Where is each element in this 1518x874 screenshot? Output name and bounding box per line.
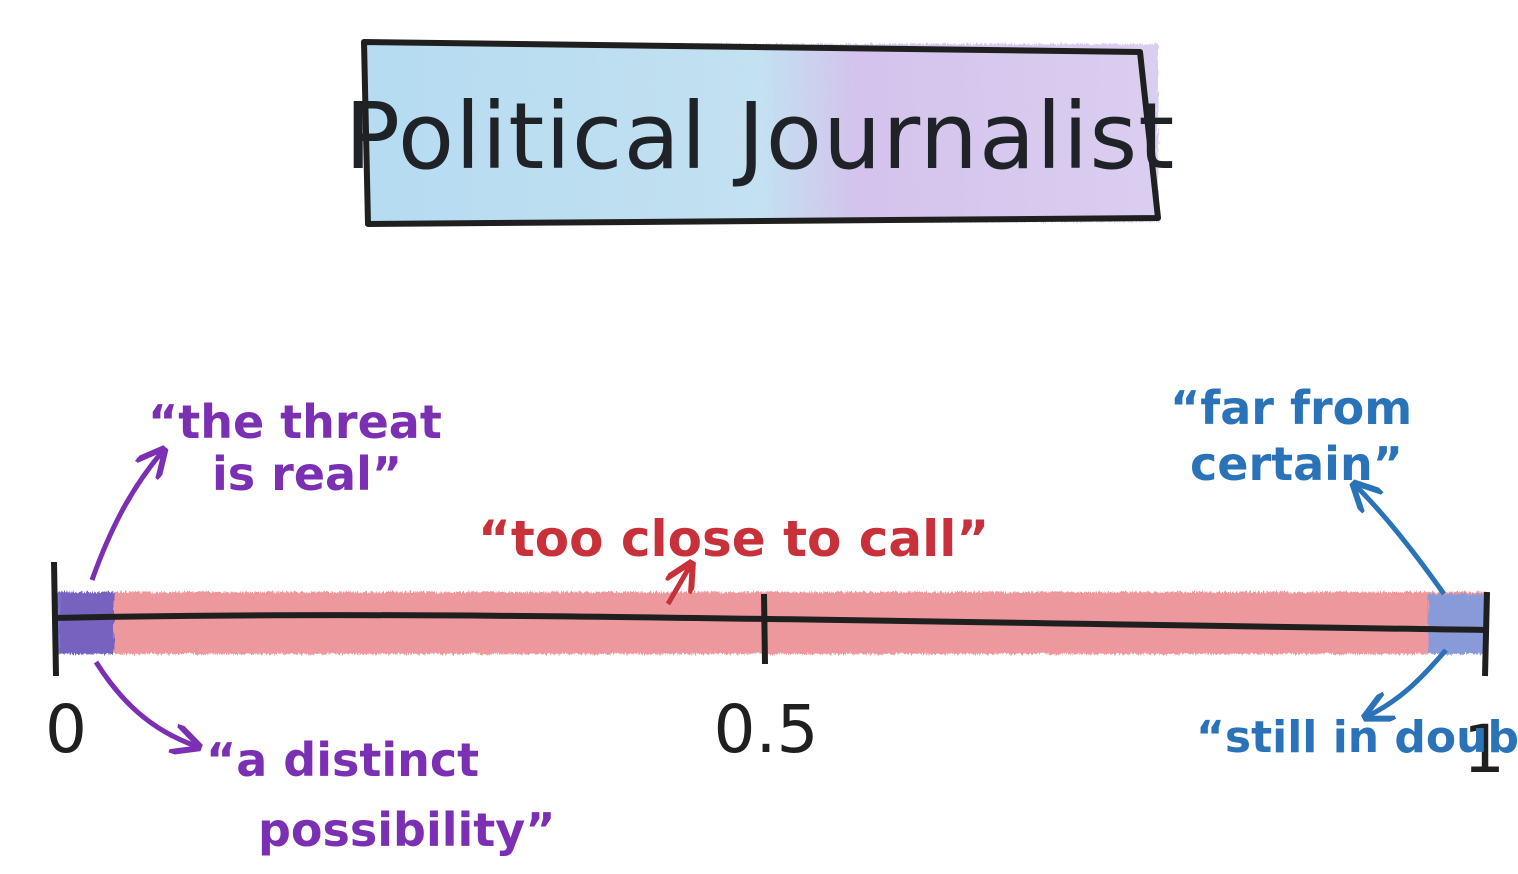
threat-label-line2: is real” [212, 447, 402, 501]
threat-label-line1: “the threat [148, 395, 442, 449]
page-title: Political Journalist [345, 83, 1176, 190]
far-from-certain-arrow [1356, 486, 1447, 596]
number-line [53, 612, 1487, 633]
tick-zero [51, 561, 59, 677]
still-in-doubt-label: “still in doubt” [1196, 712, 1518, 763]
still-in-doubt-arrow [1368, 648, 1448, 716]
left-end-shading [54, 592, 114, 654]
tick-half [761, 593, 768, 665]
tick-label-half: 0.5 [714, 691, 819, 768]
close-call-label: “too close to call” [478, 510, 989, 568]
tick-one [1482, 591, 1490, 677]
right-end-shading [1428, 594, 1486, 654]
far-label-line1: “far from [1170, 381, 1412, 435]
distinct-label-line2: possibility” [258, 803, 556, 857]
tick-label-one: 1 [1463, 711, 1505, 788]
distinct-label-line1: “a distinct [206, 733, 479, 787]
distinct-arrow [93, 660, 196, 746]
red-probability-band [60, 592, 1485, 654]
title-box: Political Journalist [345, 39, 1176, 227]
far-label-line2: certain” [1190, 437, 1403, 491]
close-call-arrow [668, 566, 690, 606]
threat-arrow [89, 452, 162, 581]
tick-label-zero: 0 [45, 691, 87, 768]
